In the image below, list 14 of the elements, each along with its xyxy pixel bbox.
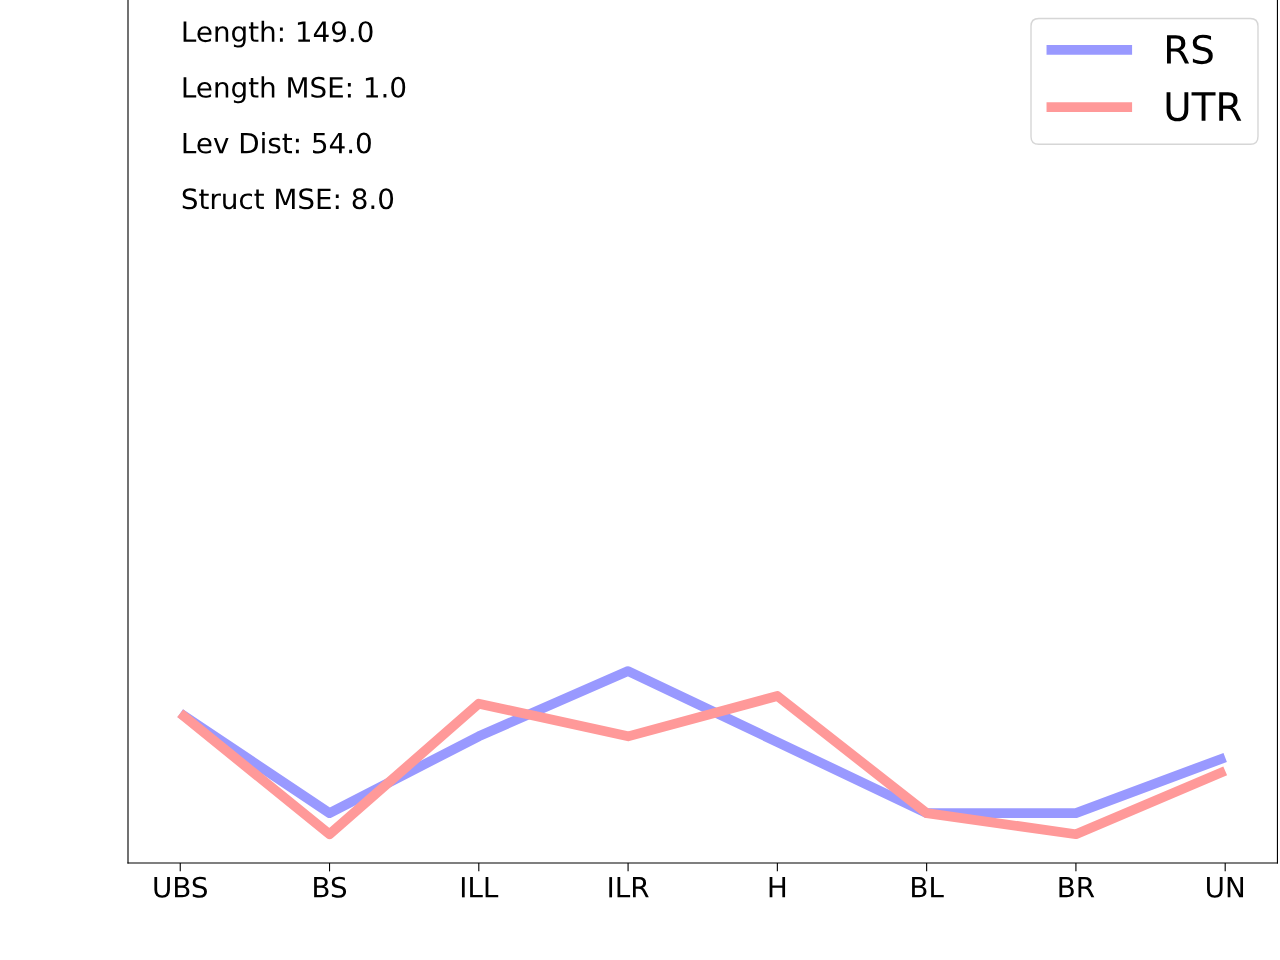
legend-label: RS <box>1167 34 1213 65</box>
x-tick-label: ILR <box>609 877 649 898</box>
text: Length: 149.0 <box>183 20 373 48</box>
x-tick-label: H <box>769 877 786 898</box>
x-tick-label: BS <box>314 876 347 898</box>
x-tick-label: UBS <box>154 876 207 898</box>
x-tick-label: UN <box>1207 877 1244 898</box>
text: Struct MSE: 8.0 <box>182 188 394 210</box>
x-tick-label: BR <box>1059 877 1095 898</box>
x-tick-label: ILL <box>461 877 499 898</box>
text: Length MSE: 1.0 <box>183 76 406 104</box>
text: Lev Dist: 54.0 <box>183 132 371 154</box>
legend-label: UTR <box>1166 92 1242 122</box>
x-tick-label: BL <box>912 877 944 898</box>
